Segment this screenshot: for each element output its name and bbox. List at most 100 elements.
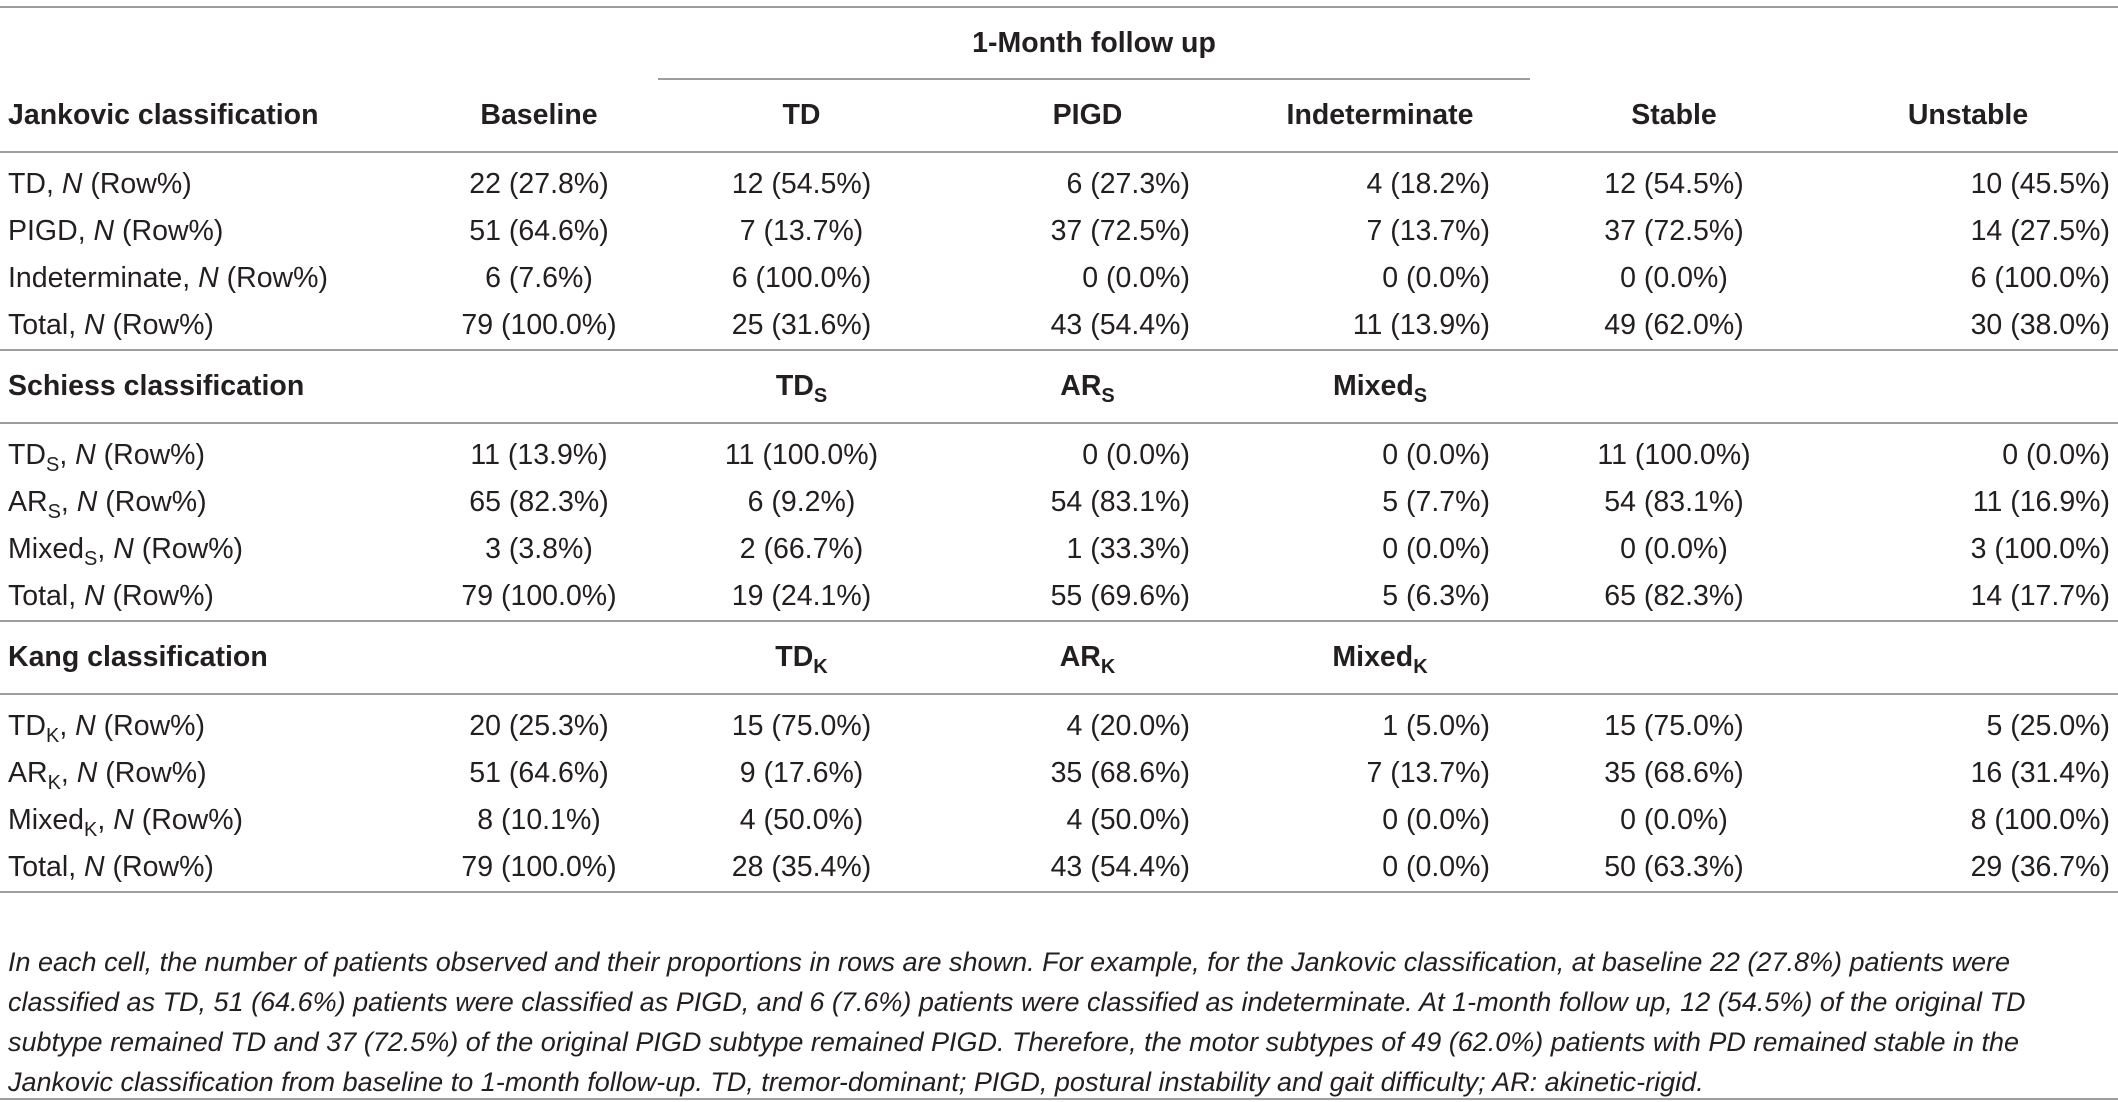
table-cell: 28 (35.4%) [658,844,945,893]
table-cell: 11 (100.0%) [1597,439,1751,471]
table-cell: 43 (54.4%) [945,302,1230,351]
table-cell: 0 (0.0%) [1382,262,1490,294]
subtype-stability-table: 1-Month follow up Jankovic classificatio… [0,6,2118,893]
row-label: Total, N (Row%) [0,844,420,893]
column-header-td-s: TDS [658,349,945,424]
table-row: Total, N (Row%) 79 (100.0%) 19 (24.1%) 55 (… [0,573,2118,622]
table-cell: 65 (82.3%) [1530,573,1818,622]
row-label: ARS, N (Row%) [8,486,207,523]
table-cell: 7 (13.7%) [1366,215,1490,247]
table-cell: 1 (5.0%) [1382,710,1490,742]
table-cell: 30 (38.0%) [1818,302,2118,351]
table-cell: 0 (0.0%) [1382,533,1490,565]
jankovic-header-row: Jankovic classification Baseline TD PIGD… [0,79,2118,153]
row-label: MixedS, N (Row%) [8,533,244,570]
table-cell: 25 (31.6%) [658,302,945,351]
table-cell: 54 (83.1%) [1050,486,1190,518]
table-cell: 0 (0.0%) [1620,262,1728,294]
row-label: TDK, N (Row%) [8,710,206,747]
table-cell: 6 (7.6%) [485,262,593,294]
table-cell: 11 (13.9%) [470,439,608,471]
table-cell: 37 (72.5%) [1604,215,1744,247]
table-cell: 11 (16.9%) [1972,486,2110,518]
row-label: Indeterminate, N (Row%) [8,262,328,294]
column-header-ar-s: ARS [945,349,1230,424]
row-label: ARK, N (Row%) [8,757,207,794]
row-label: MixedK, N (Row%) [8,804,244,841]
column-header-pigd: PIGD [945,79,1230,153]
table-cell: 5 (25.0%) [1986,710,2110,742]
table-cell: 35 (68.6%) [1604,757,1744,789]
table-cell: 0 (0.0%) [1382,439,1490,471]
table-row: MixedS, N (Row%) 3 (3.8%) 2 (66.7%) 1 (33.3… [0,526,2118,573]
table-cell: 19 (24.1%) [658,573,945,622]
column-header-baseline: Baseline [420,79,658,153]
column-header-mixed-s: MixedS [1230,349,1530,424]
column-header-td-k: TDK [658,621,945,695]
table-cell: 79 (100.0%) [420,302,658,351]
section-title: Jankovic classification [0,79,420,153]
table-row: TDS, N (Row%) 11 (13.9%) 11 (100.0%) 0 (0.0… [0,423,2118,479]
table-cell: 54 (83.1%) [1604,486,1744,518]
table-cell: 8 (10.1%) [477,804,601,836]
table-cell: 6 (100.0%) [1970,262,2110,294]
table-row: Indeterminate, N (Row%) 6 (7.6%) 6 (100.0%… [0,255,2118,302]
table-row: TD, N (Row%) 22 (27.8%) 12 (54.5%) 6 (27.3%… [0,152,2118,208]
table-cell: 0 (0.0%) [1230,844,1530,893]
table-cell: 0 (0.0%) [1620,533,1728,565]
table-cell: 10 (45.5%) [1970,168,2110,200]
table-cell: 65 (82.3%) [469,486,609,518]
table-cell: 43 (54.4%) [945,844,1230,893]
table-cell: 14 (17.7%) [1818,573,2118,622]
table-cell: 9 (17.6%) [739,757,864,789]
table-cell: 6 (100.0%) [731,262,872,294]
table-cell: 50 (63.3%) [1530,844,1818,893]
table-footnote: In each cell, the number of patients obs… [8,947,2026,1097]
table-row: ARK, N (Row%) 51 (64.6%) 9 (17.6%) 35 (68.6… [0,750,2118,797]
column-header-mixed-k: MixedK [1230,621,1530,695]
column-header-td: TD [658,79,945,153]
table-cell: 2 (66.7%) [739,533,864,565]
table-cell: 0 (0.0%) [2002,439,2110,471]
column-header-ar-k: ARK [945,621,1230,695]
kang-header-row: Kang classification TDK ARK MixedK [0,621,2118,695]
row-label: PIGD, N (Row%) [8,215,224,247]
section-title: Schiess classification [0,349,420,424]
table-row: Total, N (Row%) 79 (100.0%) 28 (35.4%) 43 (… [0,844,2118,893]
table-cell: 4 (50.0%) [1066,804,1190,836]
table-cell: 16 (31.4%) [1970,757,2110,789]
column-header-indeterminate: Indeterminate [1230,79,1530,153]
table-cell: 12 (54.5%) [731,168,872,200]
table-cell: 15 (75.0%) [731,710,872,742]
table-cell: 15 (75.0%) [1604,710,1744,742]
table-row: Total, N (Row%) 79 (100.0%) 25 (31.6%) 43 (… [0,302,2118,351]
table-cell: 3 (100.0%) [1970,533,2110,565]
table-row: ARS, N (Row%) 65 (82.3%) 6 (9.2%) 54 (83.1%… [0,479,2118,526]
table-cell: 51 (64.6%) [469,757,609,789]
follow-up-header: 1-Month follow up [658,8,1530,80]
spanning-header-row: 1-Month follow up [0,8,2118,80]
table-cell: 14 (27.5%) [1970,215,2110,247]
column-header-stable: Stable [1530,79,1818,153]
table-cell: 11 (100.0%) [724,439,879,471]
table-cell: 3 (3.8%) [485,533,593,565]
table-cell: 6 (27.3%) [1066,168,1190,200]
table-cell: 35 (68.6%) [1050,757,1190,789]
row-label: Total, N (Row%) [0,573,420,622]
table-cell: 7 (13.7%) [1366,757,1490,789]
row-label: TDS, N (Row%) [8,439,206,476]
table-cell: 79 (100.0%) [420,844,658,893]
table-cell: 51 (64.6%) [469,215,609,247]
table-cell: 1 (33.3%) [1066,533,1190,565]
table-cell: 4 (50.0%) [739,804,864,836]
schiess-header-row: Schiess classification TDS ARS MixedS [0,349,2118,424]
column-header-unstable: Unstable [1818,79,2118,153]
row-label: Total, N (Row%) [0,302,420,351]
table-cell: 11 (13.9%) [1230,302,1530,351]
table-cell: 0 (0.0%) [1620,804,1728,836]
table-cell: 5 (6.3%) [1230,573,1530,622]
bottom-divider [0,1098,2118,1100]
table-cell: 4 (20.0%) [1066,710,1190,742]
table-cell: 12 (54.5%) [1604,168,1744,200]
table-cell: 5 (7.7%) [1382,486,1490,518]
